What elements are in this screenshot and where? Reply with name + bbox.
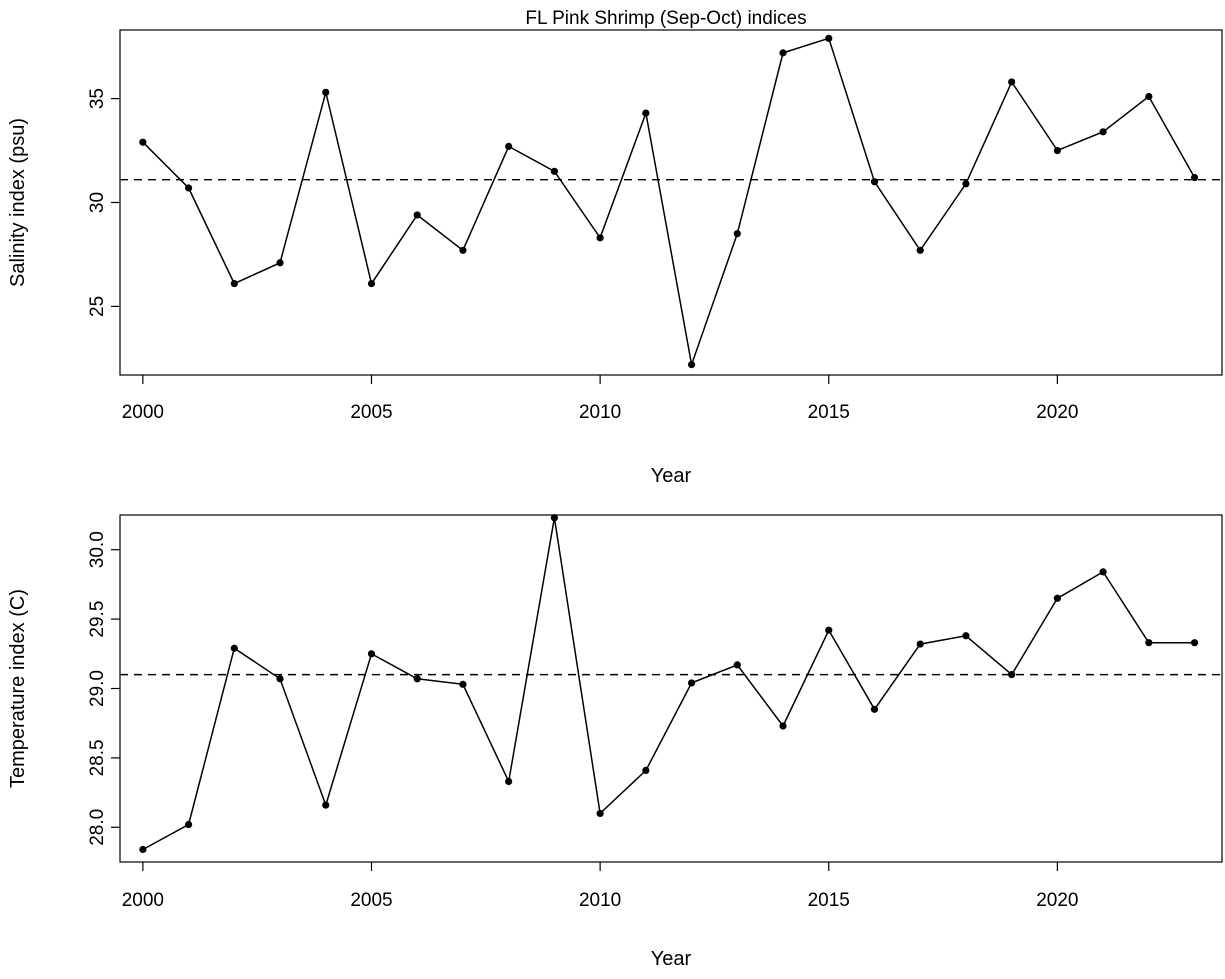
data-point <box>1145 639 1153 647</box>
x-tick-label: 2020 <box>1036 890 1078 911</box>
x-axis-title: Year <box>651 948 692 970</box>
data-point <box>779 722 787 730</box>
data-point <box>1190 173 1199 182</box>
data-point <box>1008 671 1016 679</box>
data-point <box>413 675 421 683</box>
x-tick-label: 2010 <box>579 402 621 423</box>
data-point <box>230 644 238 652</box>
data-point <box>230 279 238 288</box>
y-tick-label: 35 <box>87 88 108 109</box>
data-point <box>367 650 376 658</box>
data-point <box>870 178 879 186</box>
data-point <box>459 680 467 688</box>
data-point <box>870 705 879 713</box>
chart-title: FL Pink Shrimp (Sep-Oct) indices <box>525 8 806 29</box>
x-tick-label: 2005 <box>350 890 392 911</box>
data-point <box>184 820 193 829</box>
data-point <box>916 246 924 254</box>
data-point <box>367 279 376 288</box>
data-point <box>733 661 741 669</box>
series-line <box>142 37 1196 368</box>
chart-panel-1: 2000 2005 2010 2015 2020 25 30 35 Year Salinity i… <box>7 29 1223 487</box>
data-point <box>962 180 970 188</box>
data-point <box>505 777 513 786</box>
data-point <box>276 675 284 683</box>
data-point <box>1008 78 1016 86</box>
x-tick-label: 2010 <box>579 890 621 911</box>
series-line <box>142 517 1195 851</box>
data-point <box>1053 594 1061 602</box>
y-tick-label: 28.5 <box>87 739 108 776</box>
data-point <box>1099 128 1107 136</box>
data-point <box>1099 568 1107 576</box>
y-tick-label: 29.5 <box>87 601 108 638</box>
data-point <box>413 211 421 219</box>
x-tick-label: 2000 <box>122 890 164 911</box>
data-point <box>733 230 741 238</box>
data-point <box>596 809 604 818</box>
data-point <box>642 766 650 774</box>
plot-frame <box>119 29 1223 376</box>
data-point <box>322 88 330 96</box>
data-point <box>825 626 833 634</box>
data-point <box>642 109 650 117</box>
data-point <box>825 34 833 42</box>
y-tick-label: 30 <box>87 192 108 213</box>
y-tick-label: 25 <box>87 296 108 317</box>
x-tick-label: 2015 <box>808 402 850 423</box>
x-tick-label: 2005 <box>350 402 392 423</box>
chart-panel-2: 2000 2005 2010 2015 2020 28.0 28.5 29.0 29.5 30.0… <box>7 514 1223 970</box>
data-point <box>184 184 193 192</box>
data-point <box>459 246 467 254</box>
data-point <box>276 259 284 267</box>
data-point <box>687 679 696 687</box>
y-axis-title: Salinity index (psu) <box>7 118 29 287</box>
data-point <box>139 845 147 854</box>
data-point <box>505 142 513 150</box>
x-tick-label: 2020 <box>1036 402 1078 423</box>
data-point <box>1145 92 1153 101</box>
data-point <box>1053 146 1061 155</box>
data-point <box>322 801 330 809</box>
x-tick-label: 2000 <box>122 402 164 423</box>
data-point <box>916 640 924 648</box>
y-tick-label: 28.0 <box>87 809 108 846</box>
y-axis-title: Temperature index (C) <box>7 589 29 788</box>
data-point <box>779 49 787 57</box>
plot-frame <box>119 514 1223 863</box>
data-point <box>550 167 558 175</box>
data-point <box>550 514 558 522</box>
data-point <box>139 138 147 146</box>
data-point <box>1190 639 1199 647</box>
x-axis-title: Year <box>651 465 692 487</box>
data-point <box>596 234 604 242</box>
x-tick-label: 2015 <box>808 890 850 911</box>
data-point <box>687 361 696 369</box>
y-tick-label: 30.0 <box>87 531 108 568</box>
data-point <box>962 632 970 640</box>
y-tick-label: 29.0 <box>87 670 108 707</box>
